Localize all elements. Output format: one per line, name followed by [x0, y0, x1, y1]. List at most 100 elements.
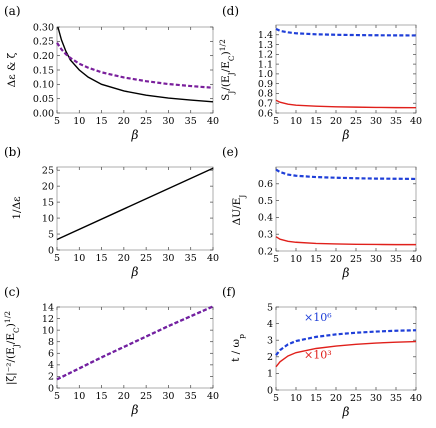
x-tick-label: 5	[54, 253, 60, 264]
panel-f: (f) 5 10 15 20 25 30 35 40 0 1 2 3 4 5 β t / ωp ×10⁶ ×10³	[222, 285, 422, 419]
x-tick-label: 35	[390, 254, 402, 265]
series-line-red-solid	[275, 236, 416, 246]
x-tick-label: 30	[162, 253, 174, 264]
panel-label: (d)	[222, 4, 239, 18]
y-tick-label: 0.30	[33, 22, 54, 33]
x-tick-label: 35	[185, 391, 197, 402]
x-axis-label: β	[342, 128, 350, 142]
series-line-red-solid	[275, 99, 417, 109]
y-tick-label: 0.2	[258, 246, 273, 257]
series-line-black-solid	[56, 167, 214, 241]
x-tick-label: 35	[185, 116, 197, 127]
y-tick-label: 0.4	[258, 213, 273, 224]
y-tick-label: 25	[42, 165, 54, 176]
x-tick-label: 5	[54, 391, 60, 402]
x-tick-label: 10	[290, 254, 302, 265]
y-tick-label: 5	[267, 302, 273, 313]
y-tick-label: 1.3	[258, 40, 273, 51]
x-tick-label: 35	[390, 116, 402, 127]
x-tick-label: 5	[273, 116, 279, 127]
panel-label: (f)	[222, 285, 236, 299]
y-tick-label: 8	[48, 337, 54, 348]
y-tick-label: 14	[42, 302, 54, 313]
panel-a: (a) 5 10 15 20 25 30 35 40 0.00 0.05 0.10 0.15 0.20 0.…	[4, 4, 219, 142]
y-tick-label: 0	[48, 383, 54, 394]
annotation-blue: ×10⁶	[304, 311, 332, 324]
series-line-blue-dashed	[275, 168, 417, 181]
x-axis-label: β	[131, 403, 139, 417]
x-tick-label: 25	[350, 393, 362, 404]
y-axis-label: |ζ|⁻²/(EJ/EC)1/2	[3, 311, 21, 385]
x-tick-label: 10	[73, 116, 85, 127]
x-tick-label: 30	[370, 116, 382, 127]
series-line-black-solid	[57, 26, 214, 103]
x-tick-label: 30	[162, 391, 174, 402]
y-tick-label: 0.8	[258, 89, 273, 100]
y-tick-label: 0.05	[33, 94, 54, 105]
y-tick-label: 0.00	[33, 108, 54, 119]
x-tick-label: 30	[162, 116, 174, 127]
y-axis-label: SJ/(EJ/EC)1/2	[218, 39, 236, 101]
x-tick-label: 5	[54, 116, 60, 127]
x-tick-label: 10	[73, 391, 85, 402]
x-axis-label: β	[342, 266, 350, 280]
plot-frame	[56, 306, 214, 389]
y-tick-label: 1.2	[258, 50, 273, 61]
y-tick-label: 4	[48, 360, 54, 371]
x-tick-label: 20	[118, 391, 130, 402]
x-tick-label: 20	[330, 254, 342, 265]
y-tick-label: 1.4	[258, 30, 273, 41]
series-line-purple-dashed	[56, 42, 214, 89]
y-tick-label: 0	[267, 385, 273, 396]
x-tick-label: 25	[350, 116, 362, 127]
x-tick-label: 25	[140, 391, 152, 402]
x-tick-label: 25	[350, 254, 362, 265]
x-tick-label: 10	[290, 116, 302, 127]
panel-label: (e)	[222, 145, 238, 159]
x-axis-label: β	[131, 265, 139, 279]
x-tick-label: 35	[185, 253, 197, 264]
y-axis-label: t / ωp	[230, 334, 246, 362]
x-tick-label: 30	[370, 254, 382, 265]
y-tick-label: 20	[42, 181, 54, 192]
x-tick-label: 40	[207, 391, 219, 402]
y-tick-label: 0.6	[258, 108, 273, 119]
x-tick-label: 15	[310, 254, 322, 265]
panel-c: (c)5 10 15 20 25 30 35 4002468101214β|ζ|⁻²/(EJ/…	[3, 285, 220, 417]
panel-label: (b)	[4, 145, 21, 159]
y-tick-label: 4	[267, 319, 273, 330]
x-tick-label: 15	[96, 391, 108, 402]
y-tick-label: 10	[42, 325, 54, 336]
x-tick-label: 40	[410, 254, 422, 265]
y-tick-label: 6	[48, 349, 54, 360]
panel-label: (a)	[4, 4, 21, 18]
x-tick-label: 10	[290, 393, 302, 404]
x-tick-label: 40	[207, 253, 219, 264]
x-tick-label: 5	[273, 393, 279, 404]
y-tick-label: 1.1	[258, 59, 273, 70]
y-tick-label: 10	[42, 213, 54, 224]
x-tick-label: 20	[330, 116, 342, 127]
x-tick-label: 40	[207, 116, 219, 127]
y-tick-label: 5	[48, 229, 54, 240]
y-tick-label: 2	[48, 372, 54, 383]
y-tick-label: 15	[42, 197, 54, 208]
x-tick-label: 35	[390, 393, 402, 404]
plot-frame	[56, 166, 214, 251]
y-tick-label: 3	[267, 336, 273, 347]
x-tick-label: 20	[330, 393, 342, 404]
x-tick-label: 15	[310, 116, 322, 127]
y-tick-label: 0.25	[33, 37, 54, 48]
y-tick-label: 1.0	[258, 69, 273, 80]
y-tick-label: 0.3	[258, 230, 273, 241]
y-axis-label: Δε & ζ	[6, 52, 18, 87]
y-tick-label: 0.15	[33, 65, 54, 76]
x-tick-label: 20	[118, 253, 130, 264]
y-axis-label: ΔU/EJ	[231, 195, 247, 226]
y-axis-label: 1/Δε	[11, 196, 23, 219]
x-tick-label: 10	[73, 253, 85, 264]
y-tick-label: 2	[267, 352, 273, 363]
y-tick-label: 0.6	[258, 179, 273, 190]
